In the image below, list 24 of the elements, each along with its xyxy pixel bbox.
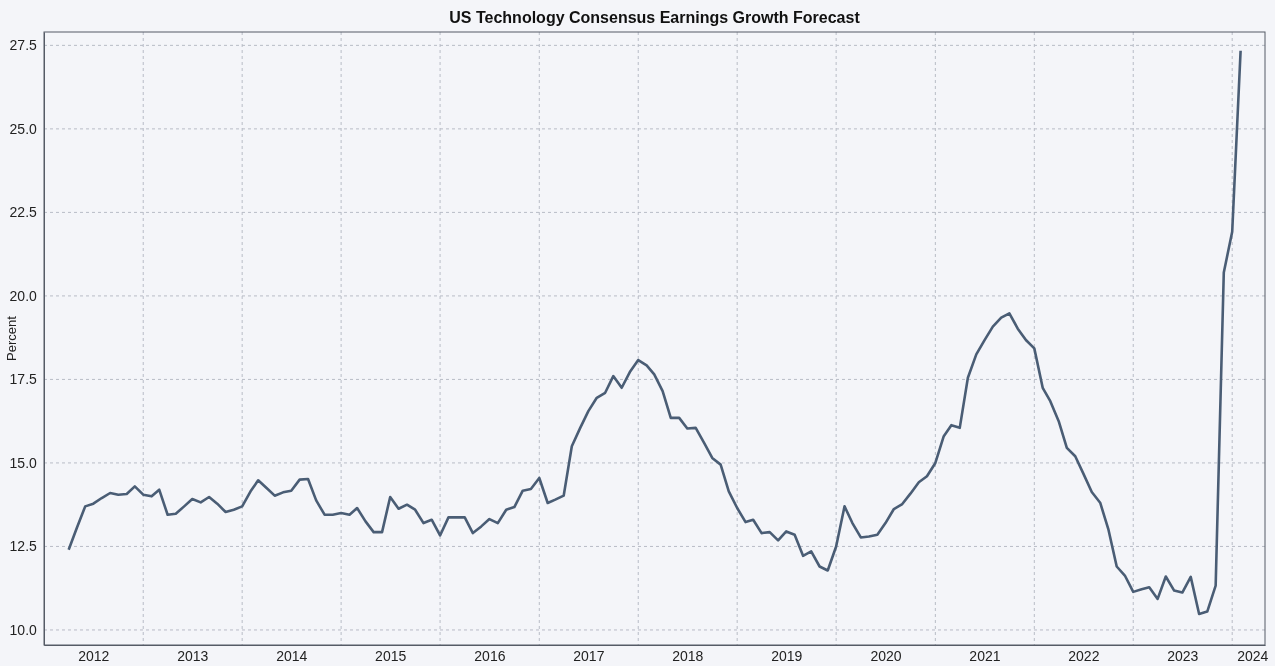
y-tick-label: 20.0 [9, 287, 38, 304]
x-tick-label: 2014 [276, 648, 308, 665]
y-tick-label: 12.5 [9, 538, 38, 555]
x-tick-label: 2016 [474, 648, 506, 665]
y-axis-title: Percent [4, 315, 19, 361]
y-tick-label: 22.5 [9, 204, 38, 221]
x-tick-label: 2013 [177, 648, 209, 665]
x-tick-label: 2017 [573, 648, 605, 665]
x-tick-label: 2023 [1167, 648, 1199, 665]
chart-title: US Technology Consensus Earnings Growth Forecast [449, 9, 861, 26]
x-tick-label: 2021 [969, 648, 1001, 665]
x-tick-label: 2024 [1237, 648, 1269, 665]
y-tick-label: 15.0 [9, 454, 38, 471]
y-tick-label: 10.0 [9, 621, 38, 638]
x-tick-label: 2019 [771, 648, 803, 665]
y-tick-label: 27.5 [9, 37, 38, 54]
x-tick-label: 2020 [870, 648, 902, 665]
x-tick-label: 2018 [672, 648, 704, 665]
x-tick-label: 2022 [1068, 648, 1100, 665]
x-tick-label: 2015 [375, 648, 407, 665]
y-tick-label: 25.0 [9, 120, 38, 137]
y-tick-label: 17.5 [9, 371, 38, 388]
line-series [67, 49, 1242, 616]
x-tick-label: 2012 [78, 648, 110, 665]
